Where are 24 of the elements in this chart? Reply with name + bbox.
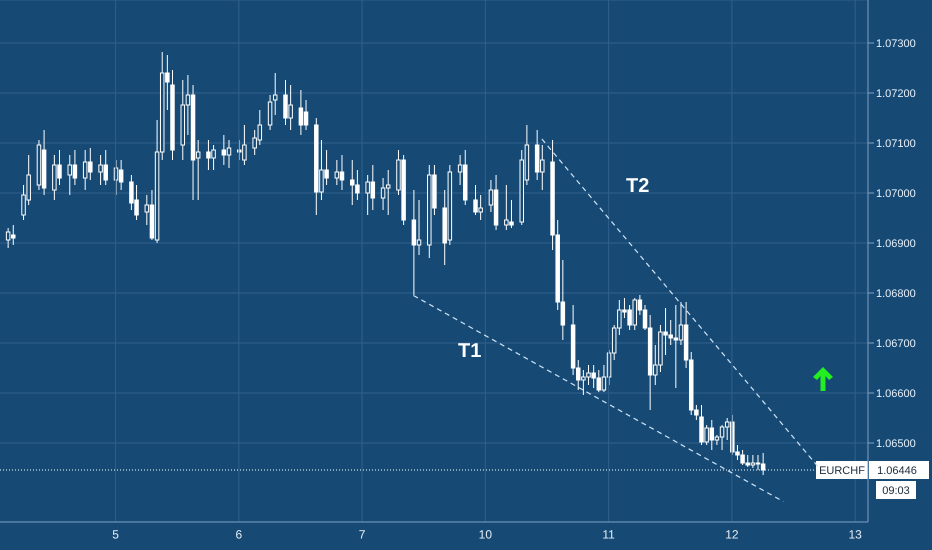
y-tick-label: 1.07000 <box>876 188 916 200</box>
x-tick-label: 6 <box>235 528 242 542</box>
y-tick-label: 1.06500 <box>876 438 916 450</box>
x-tick-label: 12 <box>725 528 739 542</box>
candlestick <box>170 70 175 160</box>
annotation: T2 <box>626 175 650 198</box>
candlestick <box>268 94 272 130</box>
y-tick-label: 1.07300 <box>876 38 916 50</box>
x-tick-label: 13 <box>848 528 862 542</box>
ref-line-label: EURCHF <box>819 465 866 477</box>
x-tick-label: 10 <box>478 528 492 542</box>
y-tick-label: 1.06900 <box>876 238 916 250</box>
candlestick <box>272 72 278 116</box>
y-tick-label: 1.06600 <box>876 388 916 400</box>
y-tick-label: 1.07200 <box>876 88 916 100</box>
annotation: T1 <box>458 340 482 363</box>
text: 1.06446 <box>877 465 917 477</box>
text: 09:03 <box>882 485 910 497</box>
x-tick-label: 7 <box>358 528 366 542</box>
x-tick-label: 5 <box>112 528 120 542</box>
x-tick-label: 11 <box>602 528 616 542</box>
y-tick-label: 1.06700 <box>876 338 916 350</box>
y-tick-label: 1.06800 <box>876 288 916 300</box>
y-tick-label: 1.07100 <box>876 138 916 150</box>
